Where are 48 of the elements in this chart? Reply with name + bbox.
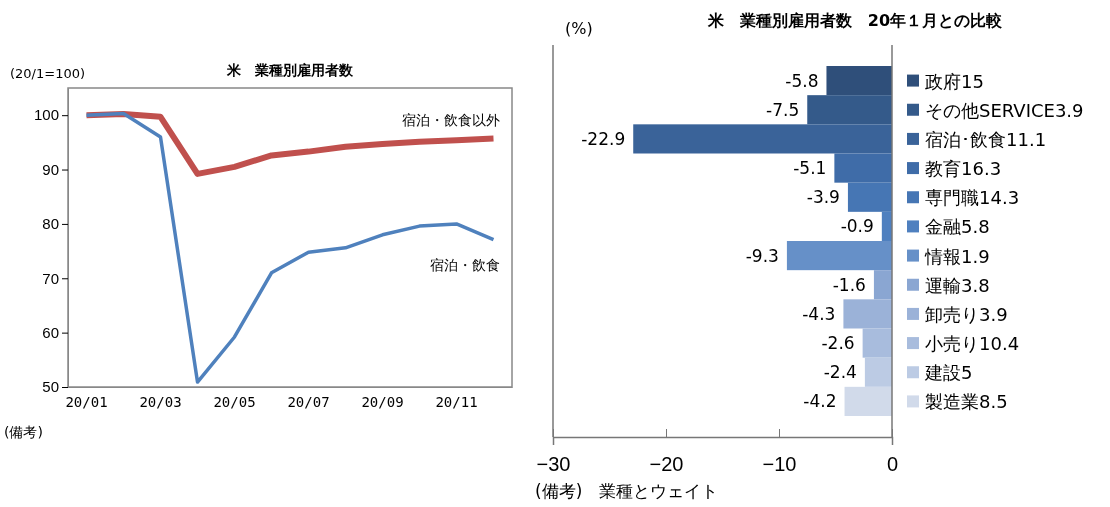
y-tick-label: 建設5 [924, 362, 973, 384]
y-tick-label: 運輸3.8 [925, 274, 990, 296]
y-tick-label: その他SERVICE3.9 [925, 99, 1084, 121]
y-tick-label: 70 [42, 269, 59, 287]
y-tick-label: 金融5.8 [925, 216, 990, 238]
data-label: -7.5 [766, 99, 800, 120]
y-tick-label: 100 [33, 106, 59, 124]
x-tick-label: 20/03 [139, 393, 182, 410]
text: (備考) 業種とウェイト [535, 481, 719, 501]
y-axis-title: (20/1=100) [10, 66, 86, 81]
x-tick-label: −20 [649, 453, 684, 476]
y-tick-label: 製造業8.5 [925, 391, 1008, 413]
y-tick-label: 宿泊･飲食11.1 [925, 128, 1047, 150]
data-label: -0.9 [840, 216, 874, 237]
data-label: -5.1 [793, 158, 827, 179]
y-tick-label: 教育16.3 [925, 158, 1002, 180]
text: (備考) [4, 424, 43, 440]
data-label: -9.3 [745, 245, 779, 266]
x-tick-label: −10 [762, 453, 797, 476]
y-tick-label: 50 [42, 378, 59, 396]
x-tick-label: 20/07 [287, 393, 330, 410]
y-tick-label: 60 [42, 323, 59, 341]
series-label: 宿泊・飲食 [430, 256, 500, 273]
y-tick-label: 専門職14.3 [925, 187, 1020, 209]
series-label: 宿泊・飲食以外 [402, 111, 500, 128]
data-label: -5.8 [785, 70, 819, 91]
data-label: -2.4 [823, 362, 857, 383]
y-tick-label: 政府15 [925, 70, 984, 92]
x-axis-title: (%) [565, 19, 593, 38]
data-label: -1.6 [832, 274, 866, 295]
y-tick-label: 情報1.9 [924, 245, 990, 267]
x-tick-label: −30 [536, 453, 571, 476]
x-tick-label: 20/09 [361, 393, 404, 410]
data-label: -4.3 [802, 303, 836, 324]
y-tick-label: 90 [42, 160, 59, 178]
y-tick-label: 卸売り3.9 [925, 303, 1008, 325]
x-tick-label: 0 [886, 453, 899, 476]
data-label: -2.6 [821, 333, 855, 354]
data-label: -22.9 [581, 128, 626, 149]
x-tick-label: 20/01 [65, 393, 108, 410]
data-label: -3.9 [806, 187, 840, 208]
x-tick-label: 20/11 [435, 393, 478, 410]
chart-title: 米 業種別雇用者数 20年１月との比較 [706, 11, 1004, 30]
chart-title: 米 業種別雇用者数 [226, 62, 354, 78]
y-tick-label: 小売り10.4 [925, 333, 1020, 355]
y-tick-label: 80 [42, 215, 59, 233]
x-tick-label: 20/05 [213, 393, 256, 410]
data-label: -4.2 [803, 391, 837, 412]
